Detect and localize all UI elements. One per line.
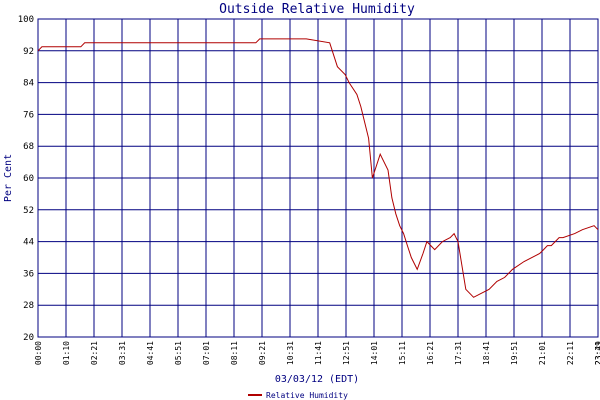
series-line-relative-humidity [37,38,599,298]
x-tick-label: 05:51 [174,341,183,365]
x-tick-label: 16:21 [426,341,435,365]
y-tick-label: 76 [23,110,34,120]
x-tick-label: 23:49 [594,341,600,365]
x-tick-label: 23:21 [594,341,600,365]
y-tick-label: 20 [23,333,34,343]
x-tick-label: 03:31 [118,341,127,365]
chart-title: Outside Relative Humidity [219,2,415,17]
y-tick-label: 60 [23,174,34,184]
x-tick-label: 10:31 [286,341,295,365]
x-tick-label: 04:41 [146,341,155,365]
x-tick-label: 22:11 [566,341,575,365]
x-tick-label: 00:00 [34,341,43,365]
y-tick-label: 92 [23,47,34,57]
x-tick-label: 08:11 [230,341,239,365]
x-tick-label: 14:01 [370,341,379,365]
x-tick-label: 15:11 [398,341,407,365]
y-tick-label: 44 [23,238,34,248]
x-axis-label: 03/03/12 (EDT) [275,374,359,385]
x-tick-label: 11:41 [314,341,323,365]
x-axis-ticks: 00:00 01:10 02:21 03:31 04:41 05:51 07:01 08:11… [34,341,600,365]
y-tick-label: 68 [23,142,34,152]
legend-label: Relative Humidity [266,391,348,400]
y-axis-ticks: 20 28 36 44 52 60 68 76 84 92 100 [18,15,34,343]
grid [37,18,599,338]
x-tick-label: 09:21 [258,341,267,365]
legend: Relative Humidity [248,391,348,400]
x-tick-label: 01:10 [62,341,71,365]
y-tick-label: 52 [23,206,34,216]
y-axis-label: Per Cent [3,154,14,202]
x-tick-label: 02:21 [90,341,99,365]
plot-border [37,18,599,338]
x-tick-label: 19:51 [510,341,519,365]
y-tick-label: 28 [23,301,34,311]
x-tick-label: 07:01 [202,341,211,365]
x-tick-label: 12:51 [342,341,351,365]
y-tick-label: 36 [23,269,34,279]
y-tick-label: 100 [18,15,34,25]
y-tick-label: 84 [23,79,34,89]
x-tick-label: 17:31 [454,341,463,365]
x-tick-label: 18:41 [482,341,491,365]
x-tick-label: 21:01 [538,341,547,365]
